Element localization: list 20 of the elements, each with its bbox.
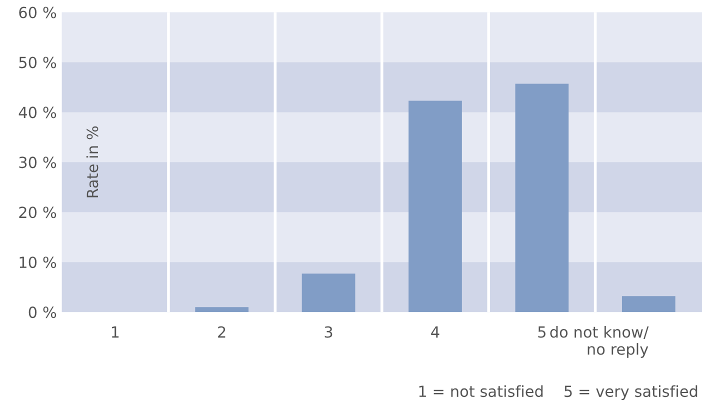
y-tick-label: 20 % [19, 206, 56, 218]
y-axis-title: Rate in % [86, 126, 98, 198]
x-tick-label: 4 [431, 326, 440, 338]
bar [515, 84, 569, 312]
y-tick-label: 10 % [20, 256, 56, 268]
y-tick-label: 0 % [28, 306, 56, 318]
bar [195, 307, 249, 312]
x-tick-label: 5 [538, 326, 546, 338]
x-tick-label: 2 [218, 326, 226, 338]
bar [408, 100, 462, 312]
y-tick-label: 60 % [19, 6, 56, 18]
x-tick-label: do not know/ no reply [550, 326, 649, 358]
bar [302, 274, 356, 312]
y-tick-label: 50 % [19, 56, 56, 68]
bar [622, 296, 676, 312]
x-tick-label: 1 [112, 326, 119, 338]
y-tick-label: 40 % [18, 106, 56, 118]
text: 1 = not satisfied 5 = very satisfied [419, 385, 698, 400]
y-tick-label: 30 % [19, 156, 56, 168]
x-tick-label: 3 [324, 326, 332, 338]
